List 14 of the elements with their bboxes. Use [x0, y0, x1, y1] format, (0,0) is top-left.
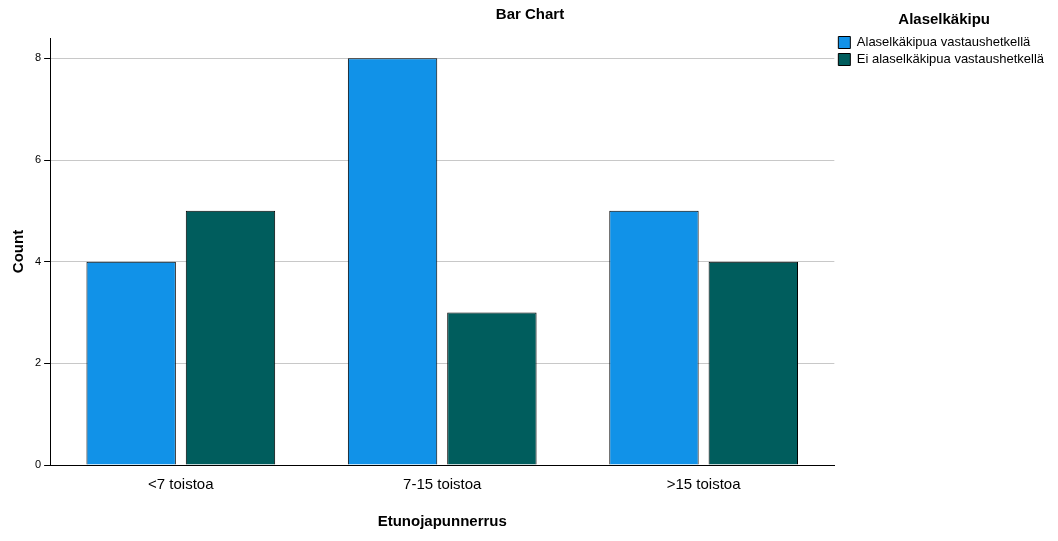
y-tick-label: 0: [34, 458, 42, 471]
x-axis-title: Etunojapunnerrus: [377, 512, 507, 530]
x-tick-label: <7 toistoa: [148, 475, 215, 493]
x-tick-label: 7-15 toistoa: [403, 475, 483, 493]
chart-title: Bar Chart: [495, 5, 565, 23]
y-axis-title: Count: [9, 229, 27, 274]
legend-title: Alaselkäkipu: [898, 9, 991, 27]
y-tick-label: 4: [34, 254, 42, 267]
y-tick-label: 6: [34, 153, 42, 166]
x-tick-label: >15 toistoa: [666, 475, 742, 493]
y-tick-label: 8: [34, 51, 42, 64]
legend-label: Ei alaselkäkipua vastaushetkellä: [856, 51, 1045, 67]
y-tick-label: 2: [34, 356, 42, 369]
legend-label: Alaselkäkipua vastaushetkellä: [856, 34, 1032, 50]
